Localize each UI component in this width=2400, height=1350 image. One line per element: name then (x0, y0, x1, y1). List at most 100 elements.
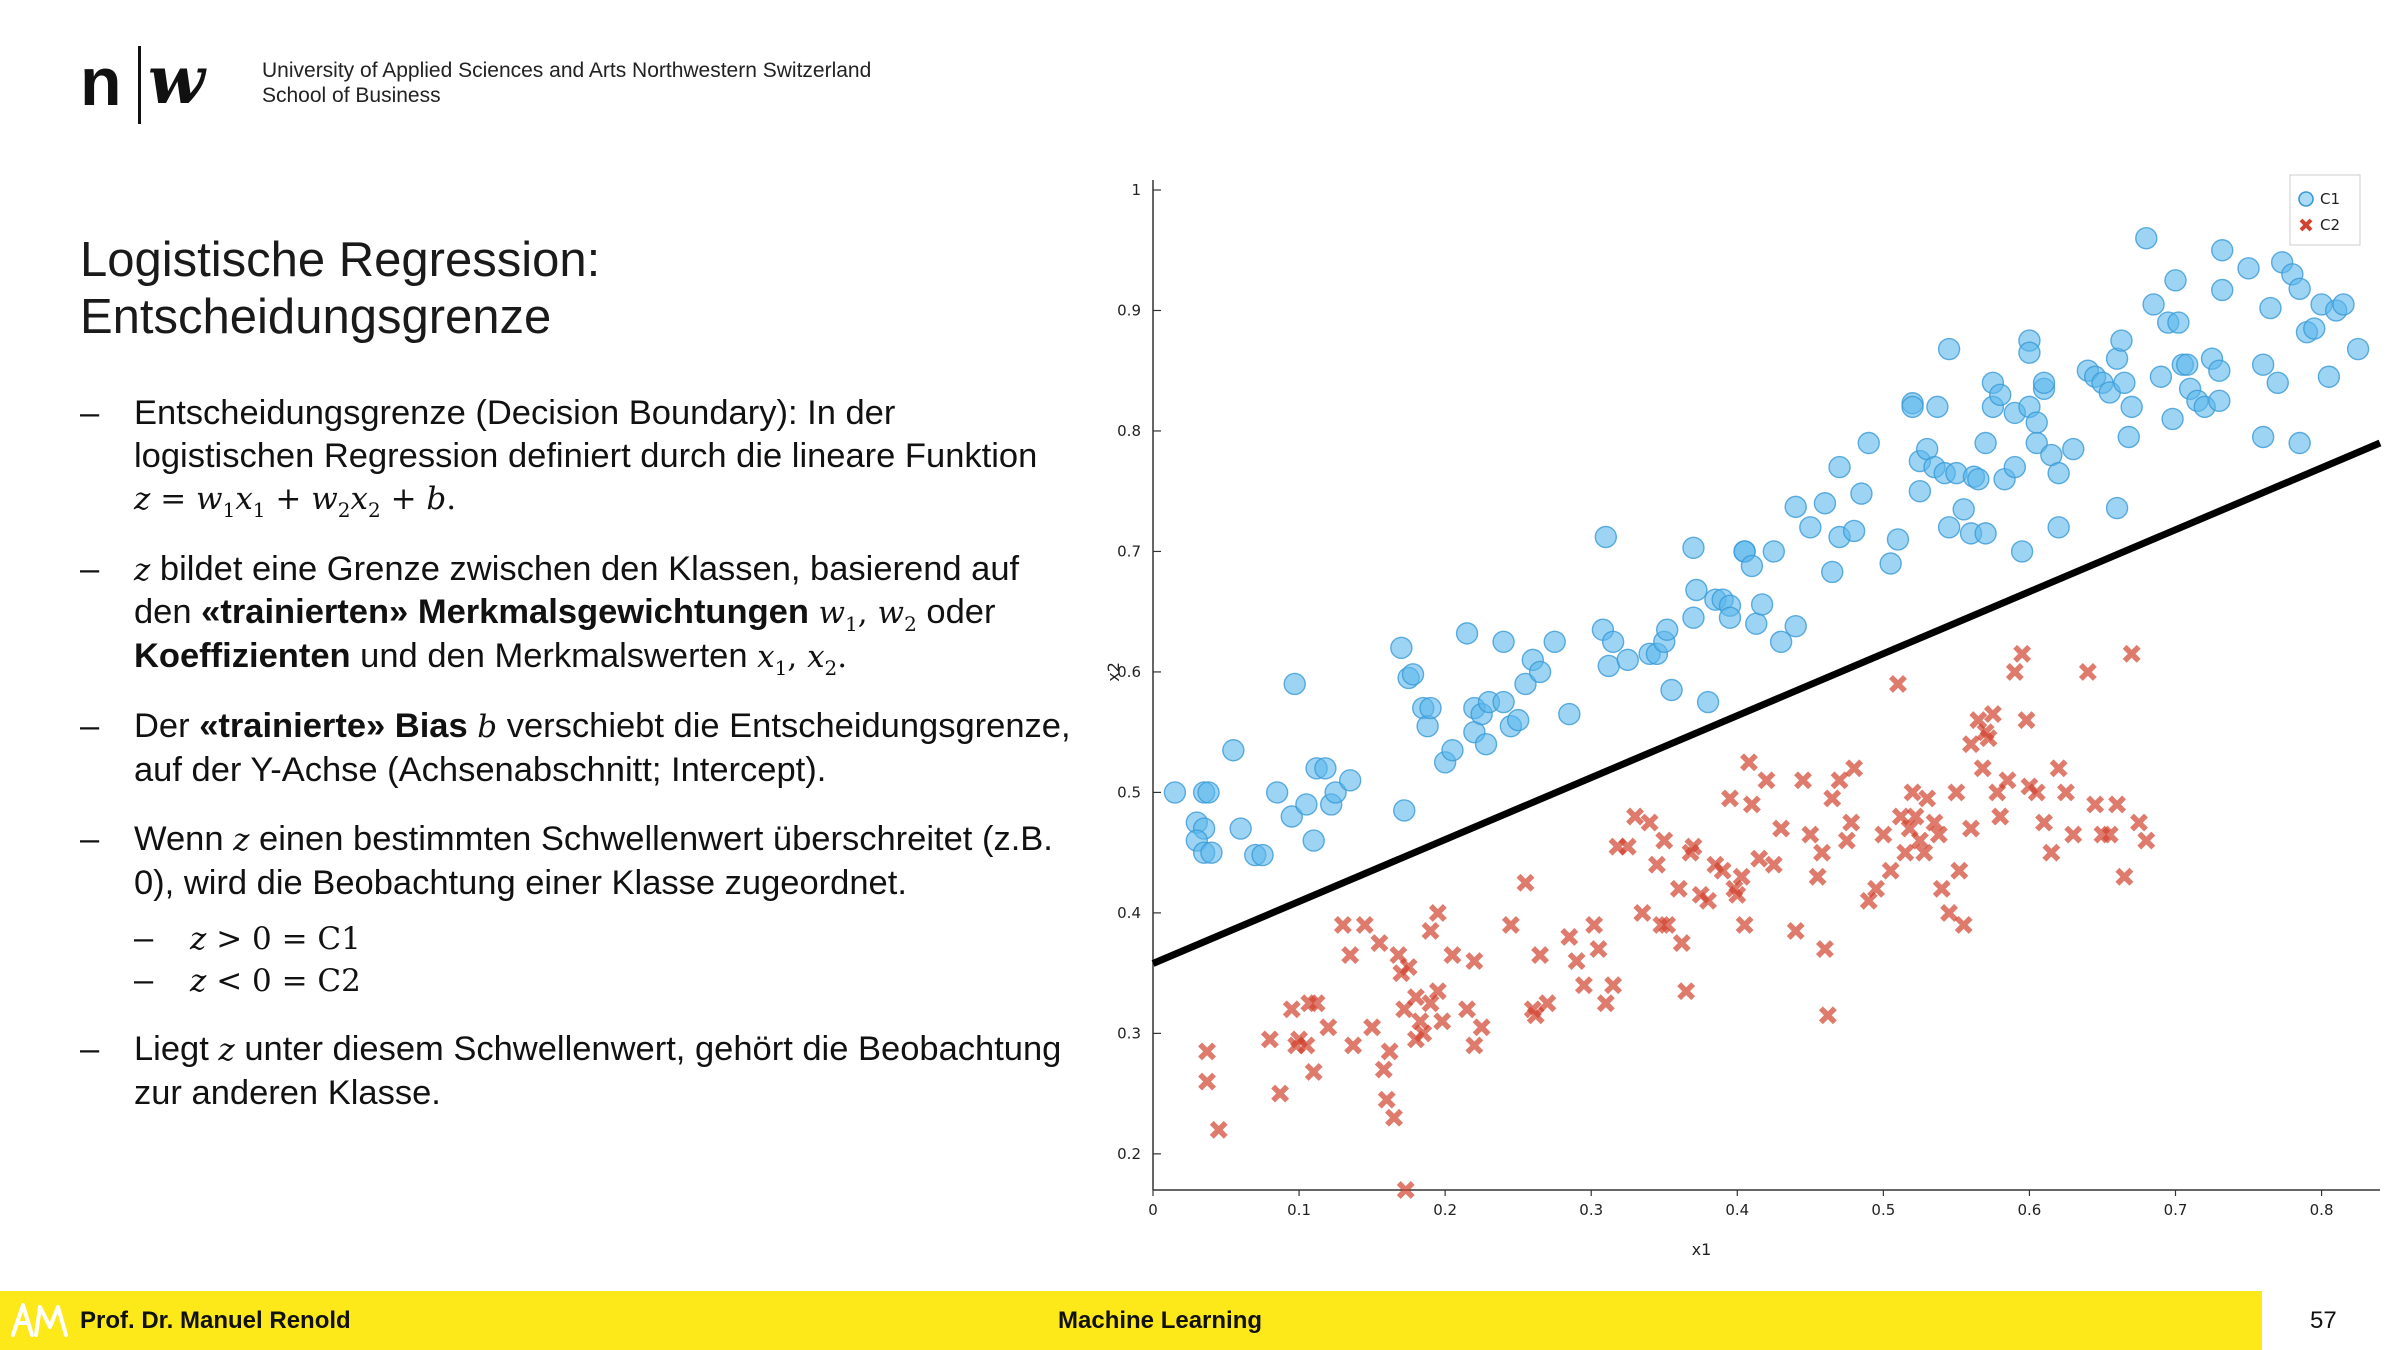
text: unter diesem Schwellenwert, gehört die B… (234, 1030, 1062, 1068)
bullet-dash: – (80, 820, 100, 858)
c2-point (2049, 759, 2068, 778)
y-tick-label: 0.4 (1117, 904, 1141, 922)
c1-point (1601, 630, 1625, 654)
x-tick-label: 0.4 (1725, 1201, 1749, 1219)
c2-point (1377, 1090, 1396, 1109)
c2-point (1395, 1000, 1414, 1019)
x-tick-label: 0.1 (1287, 1201, 1311, 1219)
c1-point (2332, 293, 2355, 316)
c2-point (1604, 976, 1623, 995)
c2-point (1640, 813, 1659, 832)
c2-point (1271, 1084, 1290, 1103)
c2-point (1363, 1018, 1382, 1037)
text: Der (134, 707, 200, 745)
bullet-5-line-1: Liegt z unter diesem Schwellenwert, gehö… (134, 1028, 1090, 1072)
c2-point (1742, 795, 1761, 814)
am-monogram-icon (11, 1303, 68, 1337)
c2-point (2042, 843, 2061, 862)
c1-point (2142, 293, 2165, 316)
c1-point (1974, 522, 1997, 545)
c2-point (2017, 711, 2036, 730)
c2-point (1428, 982, 1447, 1001)
c1-point (2110, 329, 2133, 352)
c2-point (1979, 729, 1998, 748)
c1-point (2113, 371, 2136, 394)
c2-point (1932, 879, 1951, 898)
x-tick-label: 0 (1148, 1201, 1158, 1219)
c1-point (1419, 696, 1442, 720)
c2-point (1574, 976, 1593, 995)
c1-point (1850, 482, 1873, 505)
c2-point (1947, 783, 1966, 802)
sub-bullet-1-text: z > 0 = C1 (190, 917, 1090, 961)
c2-point (1421, 922, 1440, 940)
c1-point (2003, 455, 2027, 479)
bullet-1: – Entscheidungsgrenze (Decision Boundary… (80, 392, 1090, 521)
institution-line-1: University of Applied Sciences and Arts … (262, 59, 872, 82)
c1-point (1280, 805, 1303, 828)
c2-point (1198, 1072, 1216, 1091)
sub-bullet-2-text: z < 0 = C2 (190, 959, 1090, 1003)
c1-point (1685, 578, 1708, 602)
slide-title: Logistische Regression: Entscheidungsgre… (80, 232, 1080, 346)
math-z: z (218, 1032, 235, 1068)
c1-point (1926, 395, 1949, 419)
formula-z: z (134, 481, 151, 517)
c2-point (1341, 946, 1360, 965)
c2-point (1732, 867, 1751, 886)
text: den (134, 593, 202, 631)
bullet-2-line-2: den «trainierten» Merkmalsgewichtungen w… (134, 591, 1090, 635)
c1-point (1390, 636, 1413, 660)
c2-point (1414, 1024, 1433, 1043)
text: oder (916, 593, 996, 631)
c2-point (1954, 915, 1973, 934)
c1-point (1682, 606, 1705, 629)
c1-point (2288, 431, 2311, 455)
c2-point (1465, 952, 1484, 971)
c2-point (1421, 994, 1440, 1013)
c2-point (1808, 867, 1827, 886)
c2-point (1728, 885, 1747, 904)
c1-point (1393, 799, 1416, 822)
c1-point (1229, 817, 1252, 840)
c2-point (2064, 825, 2083, 844)
c2-point (1757, 771, 1776, 790)
y-tick-label: 0.9 (1117, 301, 1141, 319)
bullet-dash: – (80, 1030, 100, 1068)
bullet-2: – z bildet eine Grenze zwischen den Klas… (80, 548, 1090, 679)
c1-point (2259, 296, 2282, 320)
formula-x: x (350, 481, 368, 517)
c1-point (2251, 353, 2275, 376)
c1-point (1200, 841, 1223, 864)
bullet-2-text: bildet eine Grenze zwischen den Klassen,… (150, 549, 1020, 588)
c2-point (2122, 644, 2141, 663)
c1-point (1762, 540, 1786, 563)
c1-point (1558, 702, 1581, 726)
c2-point (2115, 867, 2134, 886)
c1-point (1314, 757, 1337, 780)
c1-point (1597, 654, 1620, 678)
bold-text: «trainierte» (199, 707, 386, 745)
c2-point (1925, 813, 1944, 832)
c1-point (1324, 781, 1347, 804)
bullet-dash: – (80, 707, 100, 745)
c1-point (1455, 622, 1479, 645)
bullet-4-line-2: 0), wird die Beobachtung einer Klasse zu… (134, 863, 907, 902)
c2-point (1684, 837, 1703, 856)
c1-point (2018, 341, 2041, 364)
text: und den Merkmalswerten (350, 636, 758, 675)
c1-point (2047, 461, 2070, 485)
c2-point (1969, 711, 1988, 730)
formula-sub: 2 (367, 497, 381, 522)
c1-point (1740, 554, 1764, 578)
text: einen bestimmten Schwellenwert überschre… (249, 820, 1053, 858)
x-tick-label: 0.6 (2017, 1201, 2041, 1219)
formula-x: x (235, 481, 253, 517)
c1-point (2149, 365, 2173, 388)
math-w: w (877, 595, 905, 631)
bullet-1-line-1: Entscheidungsgrenze (Decision Boundary):… (134, 394, 896, 432)
c2-point (2108, 795, 2127, 814)
math-z: z (190, 962, 207, 999)
text: verschiebt die Entscheidungsgrenze, (497, 707, 1071, 745)
c2-point (2013, 644, 2032, 663)
